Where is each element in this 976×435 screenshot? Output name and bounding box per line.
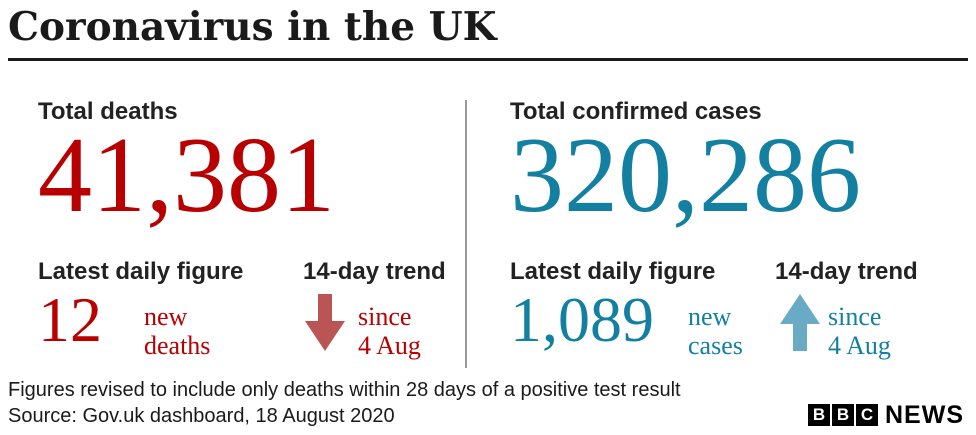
cases-daily-heading: Latest daily figure [510, 258, 716, 285]
trend-up-arrow-icon [780, 294, 820, 351]
deaths-total-value: 41,381 [38, 116, 335, 235]
bbc-logo-block-b1: B [808, 404, 830, 426]
cases-trend-heading: 14-day trend [775, 258, 918, 285]
cases-total-value: 320,286 [510, 116, 861, 235]
deaths-daily-unit: new deaths [144, 302, 210, 360]
deaths-daily-heading: Latest daily figure [38, 258, 244, 285]
trend-down-arrow-icon [305, 294, 345, 351]
deaths-trend-label-line1: since [358, 302, 412, 331]
deaths-trend-label: since 4 Aug [358, 302, 421, 360]
deaths-heading: Total deaths [38, 98, 178, 125]
deaths-daily-value: 12 [38, 284, 102, 355]
cases-daily-unit-line1: new [688, 302, 732, 331]
panel-divider [465, 100, 467, 368]
cases-trend-label-line1: since [828, 302, 882, 331]
cases-trend-label: since 4 Aug [828, 302, 891, 360]
cases-panel: Total confirmed cases 320,286 Latest dai… [510, 98, 950, 368]
bbc-logo-news-text: NEWS [885, 401, 964, 429]
deaths-trend-heading: 14-day trend [303, 258, 446, 285]
cases-daily-value: 1,089 [510, 284, 654, 355]
page-title: Coronavirus in the UK [8, 4, 497, 50]
source-line: Source: Gov.uk dashboard, 18 August 2020 [8, 405, 395, 427]
bbc-news-logo: B B C NEWS [808, 401, 964, 429]
cases-daily-unit: new cases [688, 302, 743, 360]
deaths-daily-unit-line1: new [144, 302, 188, 331]
title-divider [8, 58, 968, 61]
deaths-daily-unit-line2: deaths [144, 331, 211, 360]
bbc-logo-block-b2: B [832, 404, 854, 426]
deaths-panel: Total deaths 41,381 Latest daily figure … [38, 98, 478, 368]
footnote: Figures revised to include only deaths w… [8, 379, 681, 401]
cases-daily-unit-line2: cases [688, 331, 743, 360]
cases-heading: Total confirmed cases [510, 98, 762, 125]
cases-trend-label-line2: 4 Aug [828, 331, 891, 360]
deaths-trend-label-line2: 4 Aug [358, 331, 421, 360]
bbc-logo-block-c: C [856, 404, 878, 426]
